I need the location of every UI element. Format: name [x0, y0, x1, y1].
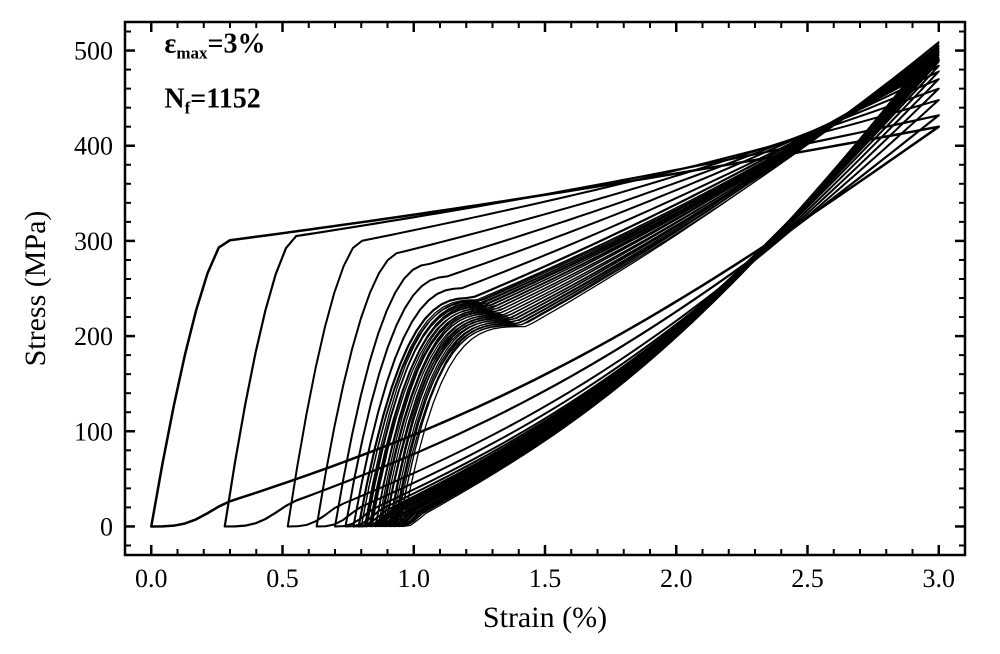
- y-tick-label: 100: [74, 417, 113, 446]
- y-tick-label: 0: [100, 512, 113, 541]
- x-axis-title: Strain (%): [483, 601, 607, 634]
- x-tick-label: 2.5: [791, 564, 824, 593]
- x-tick-label: 0.0: [135, 564, 168, 593]
- x-tick-label: 3.0: [923, 564, 956, 593]
- y-axis-title: Stress (MPa): [19, 211, 52, 367]
- y-tick-label: 300: [74, 227, 113, 256]
- y-tick-label: 500: [74, 37, 113, 66]
- y-tick-label: 400: [74, 132, 113, 161]
- x-tick-label: 0.5: [266, 564, 299, 593]
- y-tick-label: 200: [74, 322, 113, 351]
- hysteresis-chart: 0.0 0.5 1.0 1.5 2.0 2.5 3.0 0 100 200 300 400 500 Str…: [0, 0, 1000, 654]
- annotation-nf: Nf=1152: [164, 84, 260, 118]
- x-tick-label: 1.5: [529, 564, 562, 593]
- x-tick-label: 1.0: [398, 564, 431, 593]
- x-tick-label: 2.0: [660, 564, 693, 593]
